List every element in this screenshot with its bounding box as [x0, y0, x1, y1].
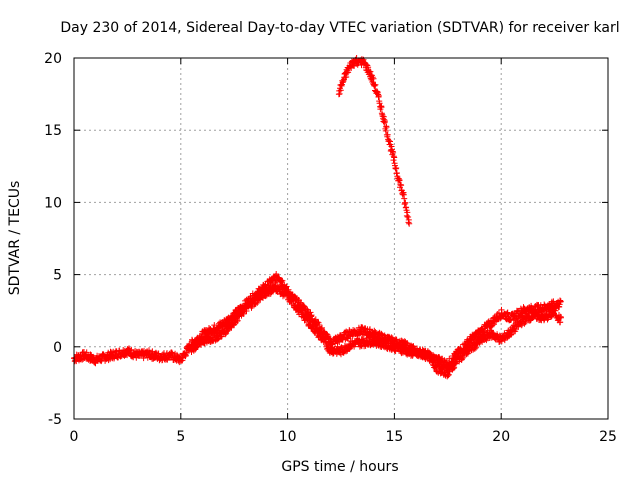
y-tick-label: 0 — [53, 340, 62, 356]
data-point — [392, 336, 399, 343]
x-axis-label: GPS time / hours — [281, 459, 398, 475]
series-lower-branch — [188, 282, 564, 380]
data-point — [390, 149, 397, 156]
data-point — [337, 87, 344, 94]
y-tick-label: 5 — [53, 268, 62, 284]
data-point — [504, 309, 511, 316]
data-point — [371, 327, 378, 334]
data-point — [283, 283, 290, 290]
data-point — [383, 124, 390, 131]
data-point — [372, 81, 379, 88]
y-tick-label: 20 — [44, 51, 62, 67]
data-point — [211, 322, 218, 329]
data-point — [307, 317, 314, 324]
data-point — [398, 182, 405, 189]
data-point — [240, 310, 247, 317]
y-tick-label: 10 — [44, 195, 62, 211]
data-point — [128, 346, 135, 353]
x-tick-label: 0 — [70, 429, 79, 445]
series-layer — [71, 55, 564, 380]
x-tick-label: 20 — [492, 429, 510, 445]
data-point — [426, 349, 433, 356]
data-point — [319, 324, 325, 331]
data-point — [370, 75, 377, 82]
data-point — [396, 177, 403, 184]
y-tick-label: -5 — [48, 412, 62, 428]
series-upper-arc — [335, 55, 413, 227]
data-point — [557, 319, 564, 326]
data-point — [243, 308, 250, 314]
data-point — [405, 214, 412, 220]
data-point — [382, 118, 388, 125]
y-tick-label: 15 — [44, 123, 62, 139]
x-tick-label: 15 — [385, 429, 403, 445]
data-point — [336, 90, 343, 97]
data-point — [522, 319, 529, 326]
data-point — [558, 314, 564, 321]
data-point — [313, 325, 320, 332]
data-point — [521, 320, 528, 327]
data-point — [273, 271, 280, 277]
data-point — [388, 334, 395, 341]
data-point — [393, 165, 400, 171]
x-tick-label: 25 — [599, 429, 617, 445]
data-point — [367, 68, 374, 75]
data-point — [401, 195, 408, 202]
data-point — [316, 322, 323, 328]
data-point — [545, 315, 552, 322]
plot-frame — [73, 57, 609, 420]
chart-title: Day 230 of 2014, Sidereal Day-to-day VTE… — [60, 20, 619, 36]
data-point — [315, 326, 321, 333]
data-point — [552, 307, 559, 314]
x-tick-label: 10 — [279, 429, 297, 445]
data-point — [375, 92, 382, 99]
data-point — [557, 298, 564, 305]
ticks: 0 5 10 15 20 25 -5 0 5 10 15 20 — [44, 51, 617, 445]
data-point — [371, 334, 378, 341]
data-point — [378, 104, 385, 111]
y-axis-label: SDTVAR / TECUs — [7, 181, 23, 296]
data-point — [234, 317, 241, 324]
data-point — [406, 220, 413, 227]
data-point — [391, 154, 398, 161]
data-point — [325, 340, 331, 347]
x-tick-label: 5 — [176, 429, 185, 445]
data-point — [471, 345, 478, 352]
data-point — [343, 74, 350, 80]
data-point — [367, 326, 373, 333]
